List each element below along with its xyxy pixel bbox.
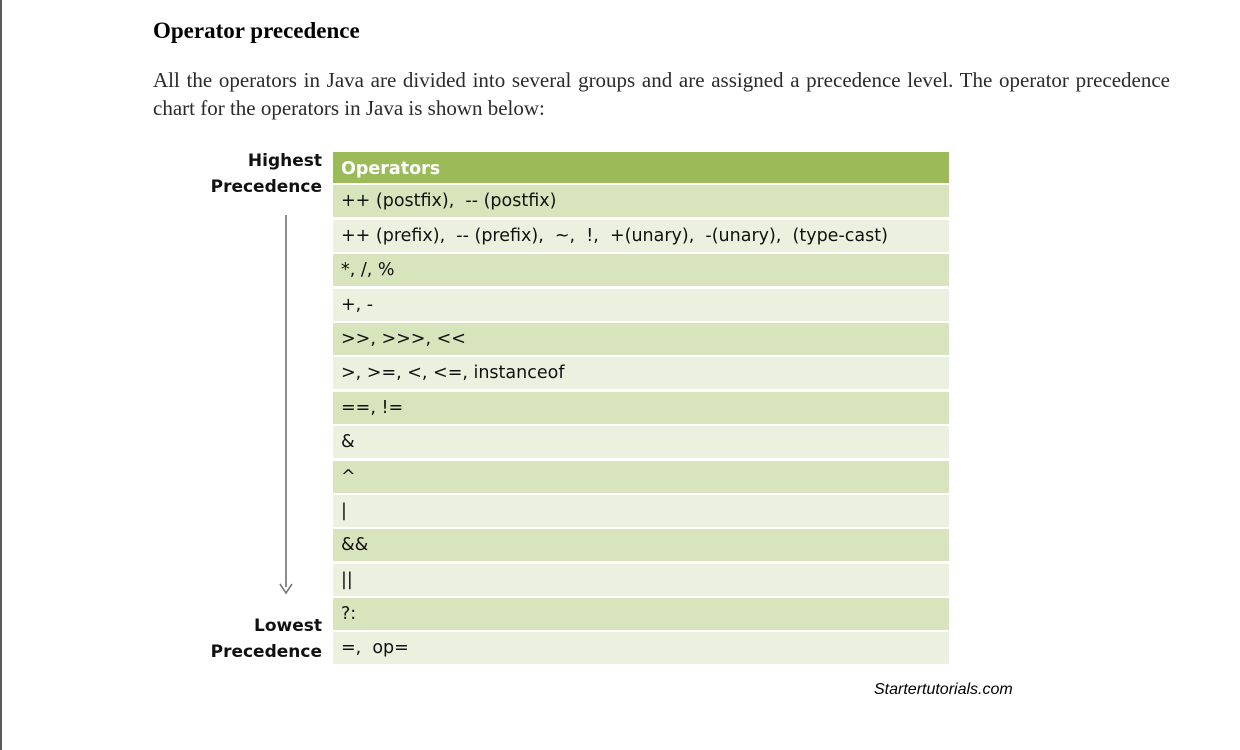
arrow-down-icon xyxy=(279,583,293,595)
operator-precedence-table: Operators ++ (postfix), -- (postfix) ++ … xyxy=(333,152,949,667)
table-row: >, >=, <, <=, instanceof xyxy=(333,357,949,390)
table-row: >>, >>>, << xyxy=(333,322,949,355)
table-row: ?: xyxy=(333,598,949,631)
table-header: Operators xyxy=(333,152,949,183)
table-row: *, /, % xyxy=(333,254,949,287)
table-row: ++ (prefix), -- (prefix), ~, !, +(unary)… xyxy=(333,219,949,252)
table-row: =, op= xyxy=(333,632,949,665)
table-row: ++ (postfix), -- (postfix) xyxy=(333,185,949,218)
lowest-label-line-2: Precedence xyxy=(210,642,322,662)
lowest-label-line-1: Lowest xyxy=(254,616,322,636)
section-heading: Operator precedence xyxy=(153,18,360,43)
table-row: || xyxy=(333,563,949,596)
table-row: ==, != xyxy=(333,391,949,424)
highest-label-line-1: Highest xyxy=(247,151,322,171)
intro-paragraph: All the operators in Java are divided in… xyxy=(153,68,1170,120)
table-row: +, - xyxy=(333,288,949,321)
precedence-arrow-line xyxy=(285,215,287,587)
table-row: | xyxy=(333,494,949,527)
table-row: & xyxy=(333,426,949,459)
source-credit: Startertutorials.com xyxy=(874,681,1013,698)
highest-label-line-2: Precedence xyxy=(210,177,322,197)
table-row: && xyxy=(333,529,949,562)
table-row: ^ xyxy=(333,460,949,493)
highest-precedence-label: Highest Precedence xyxy=(162,148,322,200)
lowest-precedence-label: Lowest Precedence xyxy=(162,613,322,665)
